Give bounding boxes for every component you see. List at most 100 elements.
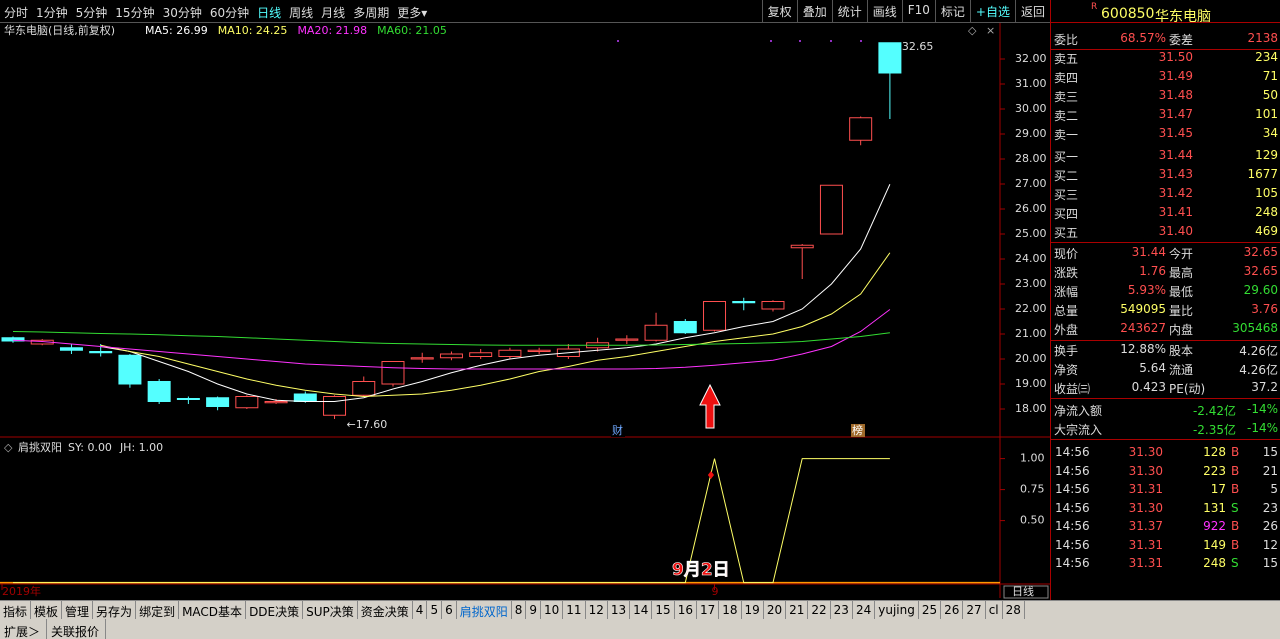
period-button[interactable]: 5分钟 — [75, 6, 108, 20]
trade-time: 14:56 — [1055, 519, 1090, 533]
indicator-tab[interactable]: 资金决策 — [358, 601, 413, 619]
indicator-tab[interactable]: DDE决策 — [246, 601, 304, 619]
order-volume: 234 — [1255, 50, 1278, 64]
trade-count: 21 — [1262, 463, 1278, 478]
indicator-tab[interactable]: 13 — [608, 601, 631, 619]
indicator-tab[interactable]: 23 — [831, 601, 853, 619]
tool-button[interactable]: 画线 — [866, 0, 902, 22]
footer-tab[interactable]: 关联报价 — [47, 619, 107, 639]
indicator-tab[interactable]: 28 — [1003, 601, 1025, 619]
indicator-tab[interactable]: 8 — [512, 601, 527, 619]
period-button[interactable]: 15分钟 — [115, 6, 155, 20]
stat-value: 0.423 — [1131, 380, 1166, 394]
event-marker: 财 — [612, 423, 623, 437]
candle-body — [323, 396, 347, 416]
stat-value: 5.93% — [1127, 283, 1166, 297]
period-button[interactable]: 30分钟 — [162, 6, 202, 20]
candle-body — [819, 184, 843, 235]
tool-buttons: 复权 叠加 统计 画线 F10 标记 +自选 返回 — [761, 0, 1050, 22]
indicator-tab[interactable]: 指标 — [0, 601, 32, 619]
trade-time: 14:56 — [1055, 500, 1090, 515]
indicator-tab[interactable]: 模板 — [31, 601, 63, 619]
order-label: 卖三 — [1054, 90, 1079, 104]
period-label: 日线 — [1012, 584, 1034, 598]
period-button[interactable]: 分时 — [4, 6, 29, 20]
indicator-tab[interactable]: 18 — [719, 601, 742, 619]
order-volume: 105 — [1255, 186, 1278, 200]
indicator-tab[interactable]: 9 — [526, 601, 542, 619]
candle-body — [673, 321, 697, 334]
period-button[interactable]: 1分钟 — [36, 6, 68, 20]
candle-body — [147, 381, 171, 402]
y-tick-label: 19.00 — [1015, 377, 1047, 390]
tool-button[interactable]: 叠加 — [796, 0, 832, 22]
indicator-tab[interactable]: yujing — [875, 601, 919, 619]
tool-button[interactable]: 复权 — [761, 0, 797, 22]
stat-value: 4.26亿 — [1239, 363, 1278, 377]
event-marker-bg — [851, 424, 865, 437]
tool-button[interactable]: 统计 — [831, 0, 867, 22]
indicator-tab[interactable]: 管理 — [62, 601, 94, 619]
period-button[interactable]: 月线 — [321, 6, 346, 20]
period-button[interactable]: 60分钟 — [209, 6, 250, 20]
indicator-tab[interactable]: 肩挑双阳 — [457, 601, 512, 619]
indicator-tab[interactable]: 4 — [413, 601, 428, 619]
chart-title: 华东电脑(日线,前复权) — [4, 23, 115, 37]
indicator-tab[interactable]: SUP决策 — [303, 601, 358, 619]
stat-value: 29.60 — [1243, 283, 1278, 297]
period-button[interactable]: 周线 — [289, 6, 314, 20]
indicator-tab[interactable]: 15 — [652, 601, 675, 619]
stat-label: PE(动) — [1169, 382, 1206, 396]
trade-price: 31.31 — [1128, 556, 1163, 570]
period-button[interactable]: 多周期 — [353, 6, 390, 20]
order-price: 31.41 — [1158, 205, 1193, 219]
trade-price: 31.30 — [1128, 500, 1163, 515]
indicator-tab[interactable]: 20 — [764, 601, 787, 619]
indicator-tab[interactable]: 25 — [919, 601, 942, 619]
trade-count: 26 — [1262, 519, 1278, 533]
tool-button[interactable]: +自选 — [969, 0, 1015, 22]
indicator-tab[interactable]: 6 — [442, 601, 457, 619]
indicator-tab[interactable]: 16 — [675, 601, 697, 619]
period-button[interactable]: 日线 — [257, 6, 282, 20]
stat-value: 1.76 — [1139, 264, 1166, 278]
indicator-tab[interactable]: 10 — [541, 601, 564, 619]
tool-button[interactable]: 标记 — [934, 0, 970, 22]
indicator-tab[interactable]: 26 — [941, 601, 964, 619]
indicator-tab[interactable]: 27 — [963, 601, 986, 619]
footer-tab[interactable]: 扩展＞ — [0, 619, 48, 639]
trade-count: 12 — [1262, 537, 1278, 552]
indicator-tab[interactable]: 12 — [586, 601, 608, 619]
trade-price: 31.31 — [1128, 482, 1163, 496]
order-label: 买四 — [1054, 207, 1079, 221]
indicator-tab[interactable]: cl — [986, 601, 1003, 619]
indicator-tab[interactable]: 22 — [808, 601, 831, 619]
trade-price: 31.30 — [1128, 445, 1163, 459]
indicator-tab[interactable]: 另存为 — [93, 601, 137, 619]
chart: 华东电脑(日线,前复权) MA5: 26.99 MA10: 24.25 MA20: 2… — [0, 22, 1050, 599]
tool-button[interactable]: F10 — [901, 0, 935, 22]
order-price: 31.50 — [1158, 50, 1193, 64]
indicator-tab[interactable]: MACD基本 — [179, 601, 247, 619]
candle-body — [644, 324, 668, 341]
indicator-tab[interactable]: 19 — [742, 601, 764, 619]
order-price: 31.42 — [1158, 186, 1193, 200]
indicator-tab[interactable]: 21 — [786, 601, 809, 619]
order-price: 31.47 — [1158, 107, 1193, 121]
indicator-tab[interactable]: 24 — [853, 601, 876, 619]
order-label: 买三 — [1054, 188, 1079, 202]
tool-button[interactable]: 返回 — [1014, 0, 1050, 22]
order-volume: 34 — [1262, 126, 1278, 140]
indicator-tab[interactable]: 5 — [427, 601, 443, 619]
y-tick-label: 24.00 — [1015, 252, 1047, 265]
indicator-tab[interactable]: 17 — [697, 601, 720, 619]
signal-mark: ♦ — [706, 469, 716, 482]
period-box — [1003, 585, 1049, 599]
candle-body — [59, 347, 83, 351]
indicator-tab[interactable]: 14 — [630, 601, 653, 619]
indicator-tab[interactable]: 11 — [563, 601, 586, 619]
indicator-tab[interactable]: 绑定到 — [136, 601, 180, 619]
trade-volume: 223 — [1203, 463, 1226, 478]
period-button[interactable]: 更多▾ — [397, 6, 428, 20]
order-label: 卖四 — [1054, 71, 1079, 85]
